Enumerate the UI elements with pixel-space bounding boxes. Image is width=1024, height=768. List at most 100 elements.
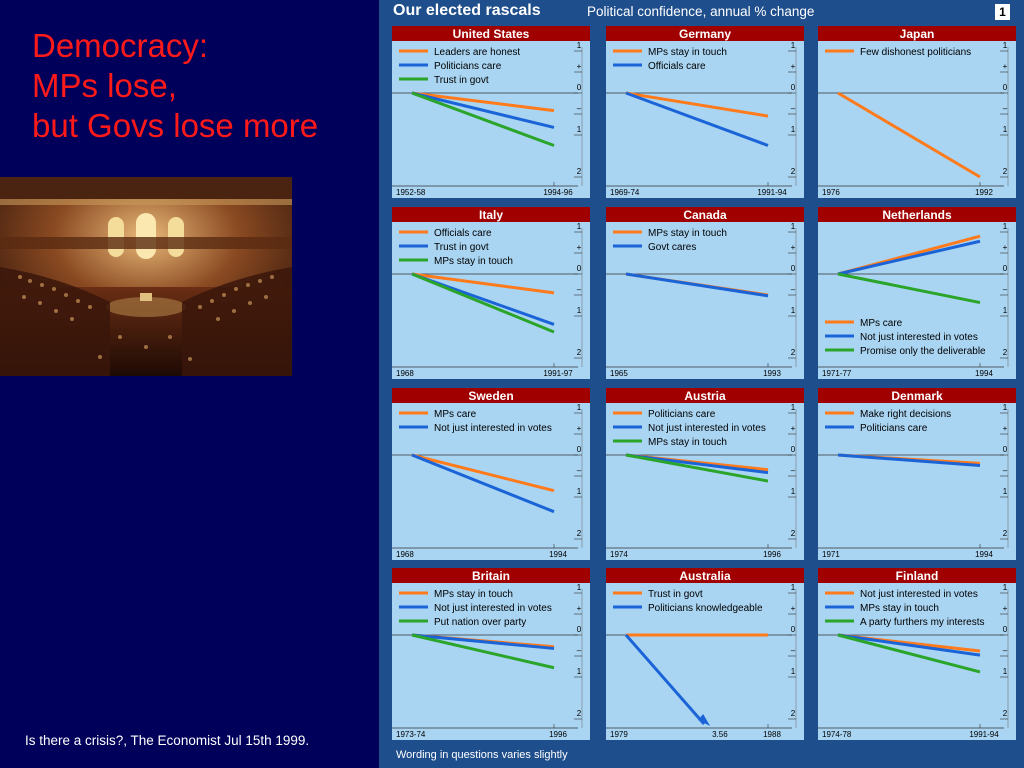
y-tick-label: 0 — [577, 625, 582, 634]
y-tick-label: 1 — [577, 41, 582, 50]
x-tick-label-start: 1973-74 — [396, 730, 426, 739]
panel-title: Germany — [679, 27, 731, 41]
y-tick-label: 2 — [1003, 348, 1008, 357]
y-tick-label: + — [791, 424, 796, 433]
panel-title: Australia — [679, 569, 731, 583]
y-tick-label: 1 — [577, 125, 582, 134]
y-tick-label: 0 — [791, 445, 796, 454]
y-tick-label: – — [791, 285, 796, 294]
y-tick-label: 1 — [1003, 306, 1008, 315]
series-line-few-dishonest-politicians — [837, 91, 981, 179]
y-tick-label: 1 — [577, 583, 582, 592]
y-tick-label: 1 — [1003, 667, 1008, 676]
series-line-put-nation-over-party — [411, 633, 555, 670]
y-tick-label: 0 — [1003, 625, 1008, 634]
plot-area — [818, 403, 1016, 560]
y-tick-label: + — [577, 604, 582, 613]
slide-title-line-1: Democracy: — [32, 27, 209, 64]
y-tick-label: 1 — [791, 222, 796, 231]
legend-label: Trust in govt — [648, 589, 703, 600]
y-tick-label: 0 — [1003, 264, 1008, 273]
x-tick-label-start: 1965 — [610, 369, 628, 378]
y-tick-label: 0 — [791, 625, 796, 634]
legend-label: Officials care — [648, 61, 706, 72]
legend-label: MPs care — [860, 318, 903, 329]
source-caption: Is there a crisis?, The Economist Jul 15… — [25, 733, 310, 748]
y-tick-label: 1 — [1003, 125, 1008, 134]
chart-panel-finland: Finland 1 +0 – 1 2 1974-78 1991-94 Not just inte… — [818, 568, 1016, 740]
plot-area — [392, 403, 590, 560]
panel-title-bar — [606, 26, 804, 41]
y-tick-label: 2 — [577, 348, 582, 357]
panel-title-bar — [606, 207, 804, 222]
legend-label: Not just interested in votes — [860, 332, 978, 343]
y-tick-label: 1 — [577, 306, 582, 315]
legend-label: Politicians care — [860, 423, 928, 434]
x-tick-label-start: 1969-74 — [610, 188, 640, 197]
legend-label: MPs stay in touch — [648, 47, 727, 58]
y-tick-label: 0 — [1003, 445, 1008, 454]
chart-panel-canada: Canada 1 +0 – 1 2 1965 1993 MPs stay in touch Gov… — [606, 207, 804, 379]
x-tick-label-start: 1952-58 — [396, 188, 426, 197]
annotation-label: 3.56 — [712, 730, 728, 739]
chart-panel-netherlands: Netherlands 1 +0 – 1 2 1971-77 1994 MPs care Not … — [818, 207, 1016, 379]
legend-label: MPs stay in touch — [434, 589, 513, 600]
legend-label: A party furthers my interests — [860, 617, 985, 628]
slide-title-line-3: but Govs lose more — [32, 107, 319, 144]
x-tick-label-start: 1971-77 — [822, 369, 852, 378]
panel-title: Finland — [896, 569, 939, 583]
panel-title-bar — [392, 207, 590, 222]
legend-label: Leaders are honest — [434, 47, 520, 58]
y-tick-label: + — [1003, 62, 1008, 71]
panel-title: Denmark — [891, 389, 943, 403]
figure-header: Our elected rascals Political confidence… — [379, 0, 1024, 24]
y-tick-label: + — [1003, 243, 1008, 252]
plot-area — [606, 222, 804, 379]
series-line-leaders-are-honest — [411, 91, 555, 113]
x-tick-label-end: 1994 — [975, 369, 993, 378]
series-line-not-just-interested-in-votes — [411, 633, 555, 650]
y-tick-label: 2 — [791, 167, 796, 176]
y-tick-label: 1 — [577, 487, 582, 496]
y-tick-label: 2 — [577, 529, 582, 538]
series-arrowhead — [698, 714, 711, 726]
y-tick-label: 1 — [1003, 487, 1008, 496]
series-line-officials-care — [625, 91, 769, 147]
y-tick-label: – — [791, 646, 796, 655]
y-tick-label: – — [791, 104, 796, 113]
plot-area — [392, 41, 590, 198]
y-tick-label: 2 — [1003, 709, 1008, 718]
chart-panel-united-states: United States 1 +0 – 1 2 1952-58 1994-96 Leaders… — [392, 26, 590, 198]
legend-label: Not just interested in votes — [860, 589, 978, 600]
panel-title: Sweden — [468, 389, 513, 403]
panel-title-bar — [392, 568, 590, 583]
series-line-politicians-care — [411, 91, 555, 129]
series-line-promise-only-the-deliverable — [837, 272, 981, 305]
plot-area — [606, 41, 804, 198]
x-tick-label-end: 1994-96 — [543, 188, 573, 197]
legend-label: Politicians knowledgeable — [648, 603, 763, 614]
x-tick-label-start: 1974 — [610, 550, 628, 559]
small-multiples-grid: United States 1 +0 – 1 2 1952-58 1994-96 Leaders… — [392, 26, 1016, 740]
panel-title-bar — [392, 26, 590, 41]
economist-figure: Our elected rascals Political confidence… — [379, 0, 1024, 768]
y-tick-label: 0 — [1003, 83, 1008, 92]
panel-title: Britain — [472, 569, 510, 583]
plot-area — [606, 403, 804, 560]
chart-panel-germany: Germany 1 +0 – 1 2 1969-74 1991-94 MPs stay in t… — [606, 26, 804, 198]
x-tick-label-end: 1991-97 — [543, 369, 573, 378]
y-tick-label: 1 — [791, 306, 796, 315]
legend-label: Make right decisions — [860, 409, 951, 420]
x-tick-label-end: 1996 — [549, 730, 567, 739]
series-line-politicians-knowledgeable — [624, 634, 706, 725]
chart-panel-japan: Japan 1 +0 – 1 2 1976 1992 Few dishonest politic… — [818, 26, 1016, 198]
slide-title: Democracy: MPs lose, but Govs lose more — [32, 26, 318, 146]
series-line-mps-stay-in-touch — [625, 91, 769, 118]
legend-label: Trust in govt — [434, 242, 489, 253]
series-line-govt-cares — [625, 272, 769, 298]
x-tick-label-start: 1979 — [610, 730, 628, 739]
legend-label: Govt cares — [648, 242, 696, 253]
y-tick-label: – — [577, 104, 582, 113]
legend-label: MPs care — [434, 409, 477, 420]
x-tick-label-end: 1994 — [975, 550, 993, 559]
